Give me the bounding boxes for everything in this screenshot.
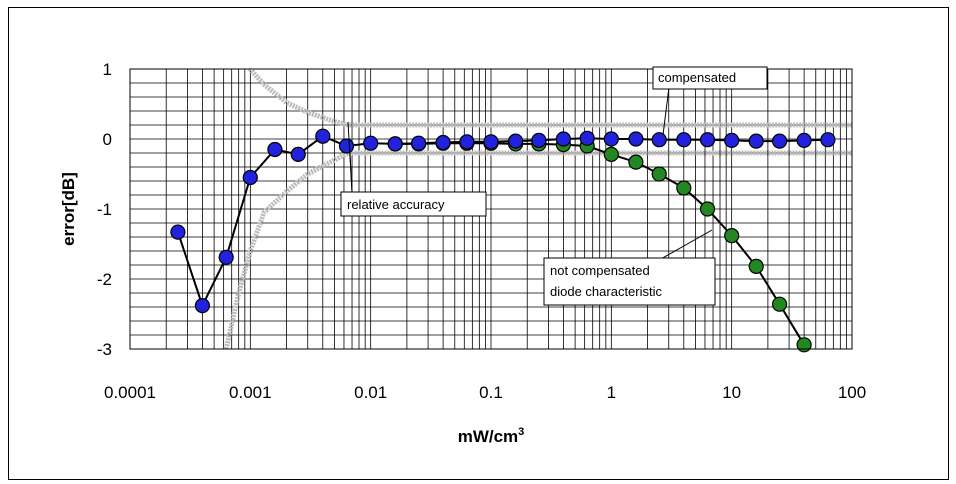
data-point <box>724 228 740 244</box>
data-point <box>170 224 186 240</box>
data-point <box>628 154 644 170</box>
plot-series <box>170 69 852 353</box>
data-point <box>507 133 524 149</box>
data-point <box>435 134 451 151</box>
data-point <box>676 132 692 148</box>
x-axis-label: mW/cm3 <box>458 426 525 446</box>
data-point <box>699 132 716 148</box>
annotation-box-not-compensated <box>543 257 716 306</box>
x-tick-label: 0.001 <box>229 383 272 402</box>
callout-compensated <box>662 86 670 136</box>
x-tick-label: 1 <box>607 383 616 402</box>
data-point <box>579 130 595 146</box>
accuracy-band-line <box>223 150 852 349</box>
data-point <box>820 132 836 148</box>
data-point <box>771 296 788 312</box>
data-point <box>315 128 331 144</box>
data-point <box>338 138 355 154</box>
plot-area-border <box>129 68 853 350</box>
x-tick-label: 0.1 <box>479 383 503 402</box>
data-point <box>651 166 667 182</box>
data-point <box>555 131 572 147</box>
data-point <box>748 258 764 274</box>
y-axis-label: error[dB] <box>59 172 78 246</box>
data-point <box>459 134 475 150</box>
x-tick-label: 0.01 <box>354 383 387 402</box>
data-point <box>290 146 306 162</box>
data-point <box>483 134 499 150</box>
y-tick-label: -2 <box>97 270 112 289</box>
data-point <box>603 146 619 162</box>
data-point <box>724 132 740 148</box>
data-point <box>796 132 812 148</box>
annotation-relative-accuracy: relative accuracy <box>347 197 445 212</box>
x-tick-label: 100 <box>838 383 866 402</box>
data-point <box>363 135 379 151</box>
data-point <box>218 249 234 265</box>
y-tick-label: 1 <box>103 60 112 79</box>
annotation-box-compensated <box>652 66 768 90</box>
annotation-box-relative-accuracy <box>340 191 487 217</box>
grid-lines <box>129 68 852 350</box>
callout-relative-accuracy-2 <box>349 152 353 193</box>
x-axis-label-text: mW/cm <box>458 427 518 446</box>
data-point <box>603 131 619 147</box>
series-line <box>176 135 828 309</box>
annotation-not-compensated-line1: not compensated <box>550 263 650 278</box>
y-tick-label: -1 <box>97 200 112 219</box>
y-tick-label: 0 <box>103 130 112 149</box>
outer-border <box>8 7 949 480</box>
x-tick-label: 10 <box>722 383 741 402</box>
x-tick-label: 0.0001 <box>104 383 156 402</box>
data-point <box>628 131 644 147</box>
data-point <box>748 133 764 149</box>
data-point <box>651 132 667 148</box>
annotation-compensated: compensated <box>658 70 736 85</box>
x-axis-label-superscript: 3 <box>518 426 524 438</box>
data-point <box>411 135 427 151</box>
annotation-not-compensated-line2: diode characteristic <box>550 284 662 299</box>
data-point <box>387 136 403 152</box>
y-tick-label: -3 <box>97 340 112 359</box>
data-point <box>771 133 788 149</box>
data-point <box>676 180 692 196</box>
data-point <box>194 298 210 314</box>
data-point <box>267 141 283 158</box>
data-point <box>796 337 812 353</box>
data-point <box>699 201 716 217</box>
data-point <box>242 169 258 186</box>
data-point <box>531 132 547 148</box>
